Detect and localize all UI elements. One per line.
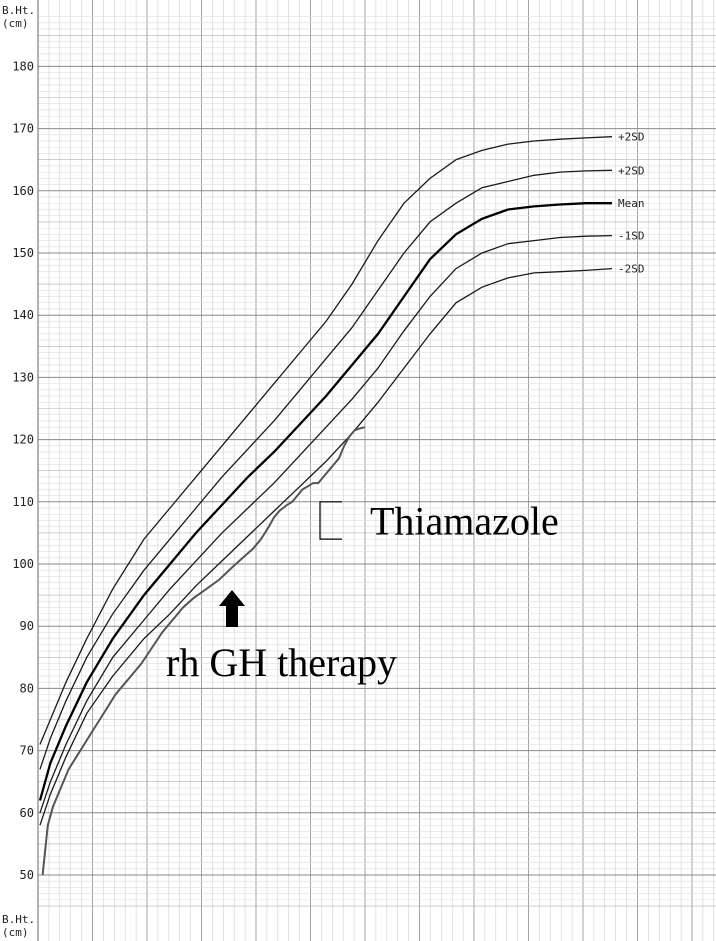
y-tick-label: 80 xyxy=(20,681,34,695)
y-tick-label: 120 xyxy=(12,433,34,447)
y-tick-label: 150 xyxy=(12,246,34,260)
chart-grid xyxy=(37,0,716,941)
y-tick-label: 90 xyxy=(20,619,34,633)
thiamazole-label: Thiamazole xyxy=(370,498,559,543)
reference-curves xyxy=(38,136,613,826)
patient-height-line xyxy=(41,426,366,876)
thiamazole-bracket xyxy=(319,501,342,540)
y-axis-labels: B.Ht. (cm) B.Ht. (cm) xyxy=(2,4,35,939)
y-tick-label: 100 xyxy=(12,557,34,571)
y-axis-label-top-line1: B.Ht. xyxy=(2,4,35,17)
reference-curve-1 xyxy=(39,136,613,745)
reference-curve-labels: +2SD +2SD Mean -1SD -2SD xyxy=(618,131,645,276)
reference-curve-5 xyxy=(39,267,613,826)
y-tick-label: 60 xyxy=(20,806,34,820)
patient-height-series xyxy=(41,426,366,876)
reference-curve-label: +2SD xyxy=(618,164,645,177)
reference-curve-label: +2SD xyxy=(618,131,645,144)
reference-curve-2 xyxy=(39,169,613,770)
reference-curve-label: -1SD xyxy=(618,230,645,243)
y-axis-label-bottom-line1: B.Ht. xyxy=(2,913,35,926)
up-arrow-icon xyxy=(219,590,245,627)
y-tick-label: 70 xyxy=(20,744,34,758)
annotations: Thiamazole rh GH therapy xyxy=(166,498,559,685)
y-tick-label: 110 xyxy=(12,495,34,509)
reference-curve-3 xyxy=(38,202,612,801)
y-axis-label-bottom-line2: (cm) xyxy=(2,926,29,939)
rh-gh-therapy-label: rh GH therapy xyxy=(166,640,397,685)
y-tick-label: 140 xyxy=(12,308,34,322)
reference-curve-label: -2SD xyxy=(618,263,645,276)
y-tick-label: 160 xyxy=(12,184,34,198)
y-tick-label: 170 xyxy=(12,122,34,136)
reference-curve-4 xyxy=(39,234,613,814)
reference-curve-label: Mean xyxy=(618,197,645,210)
y-axis-label-top-line2: (cm) xyxy=(2,17,29,30)
y-tick-label: 180 xyxy=(12,59,34,73)
y-tick-label: 130 xyxy=(12,370,34,384)
y-tick-label: 50 xyxy=(20,868,34,882)
y-axis-ticks: 50 60 70 80 90 100 110 120 130 140 150 160 170 180 xyxy=(12,59,34,882)
